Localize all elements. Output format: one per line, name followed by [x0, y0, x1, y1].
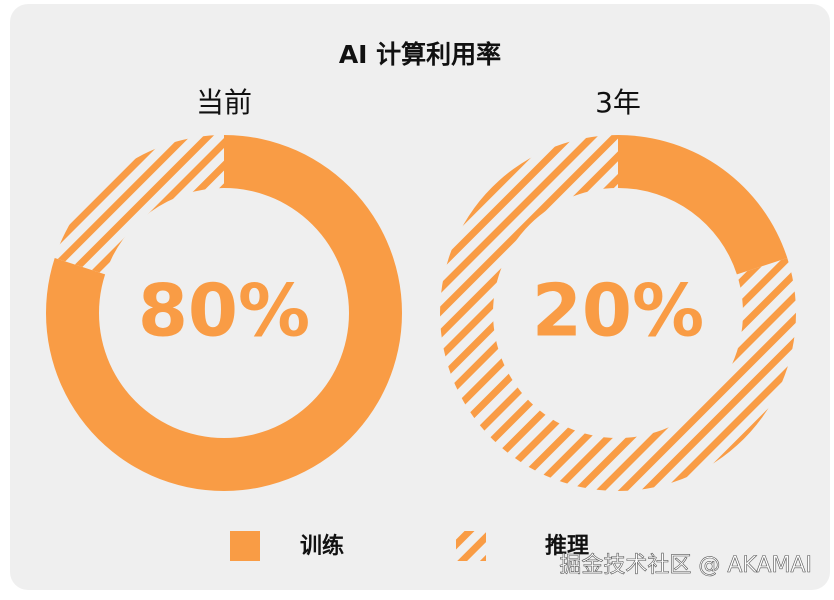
- chart-title: AI 计算利用率: [339, 40, 501, 69]
- donut-segment: [54, 135, 224, 275]
- donut-segment: [46, 135, 402, 491]
- card: [10, 4, 830, 590]
- legend-label: 推理: [545, 534, 589, 559]
- donut-subtitle: 当前: [196, 86, 252, 119]
- center-label: 80%: [138, 269, 310, 353]
- donut-segment: [618, 135, 788, 275]
- donut-segment: [440, 135, 797, 491]
- watermark: 掘金技术社区 @ AKAMAI: [559, 553, 812, 578]
- donut-subtitle: 3年: [595, 86, 641, 119]
- legend-swatch: [230, 531, 260, 561]
- center-label: 20%: [532, 269, 704, 353]
- legend-label: 训练: [300, 533, 344, 559]
- legend-swatch: [456, 531, 486, 561]
